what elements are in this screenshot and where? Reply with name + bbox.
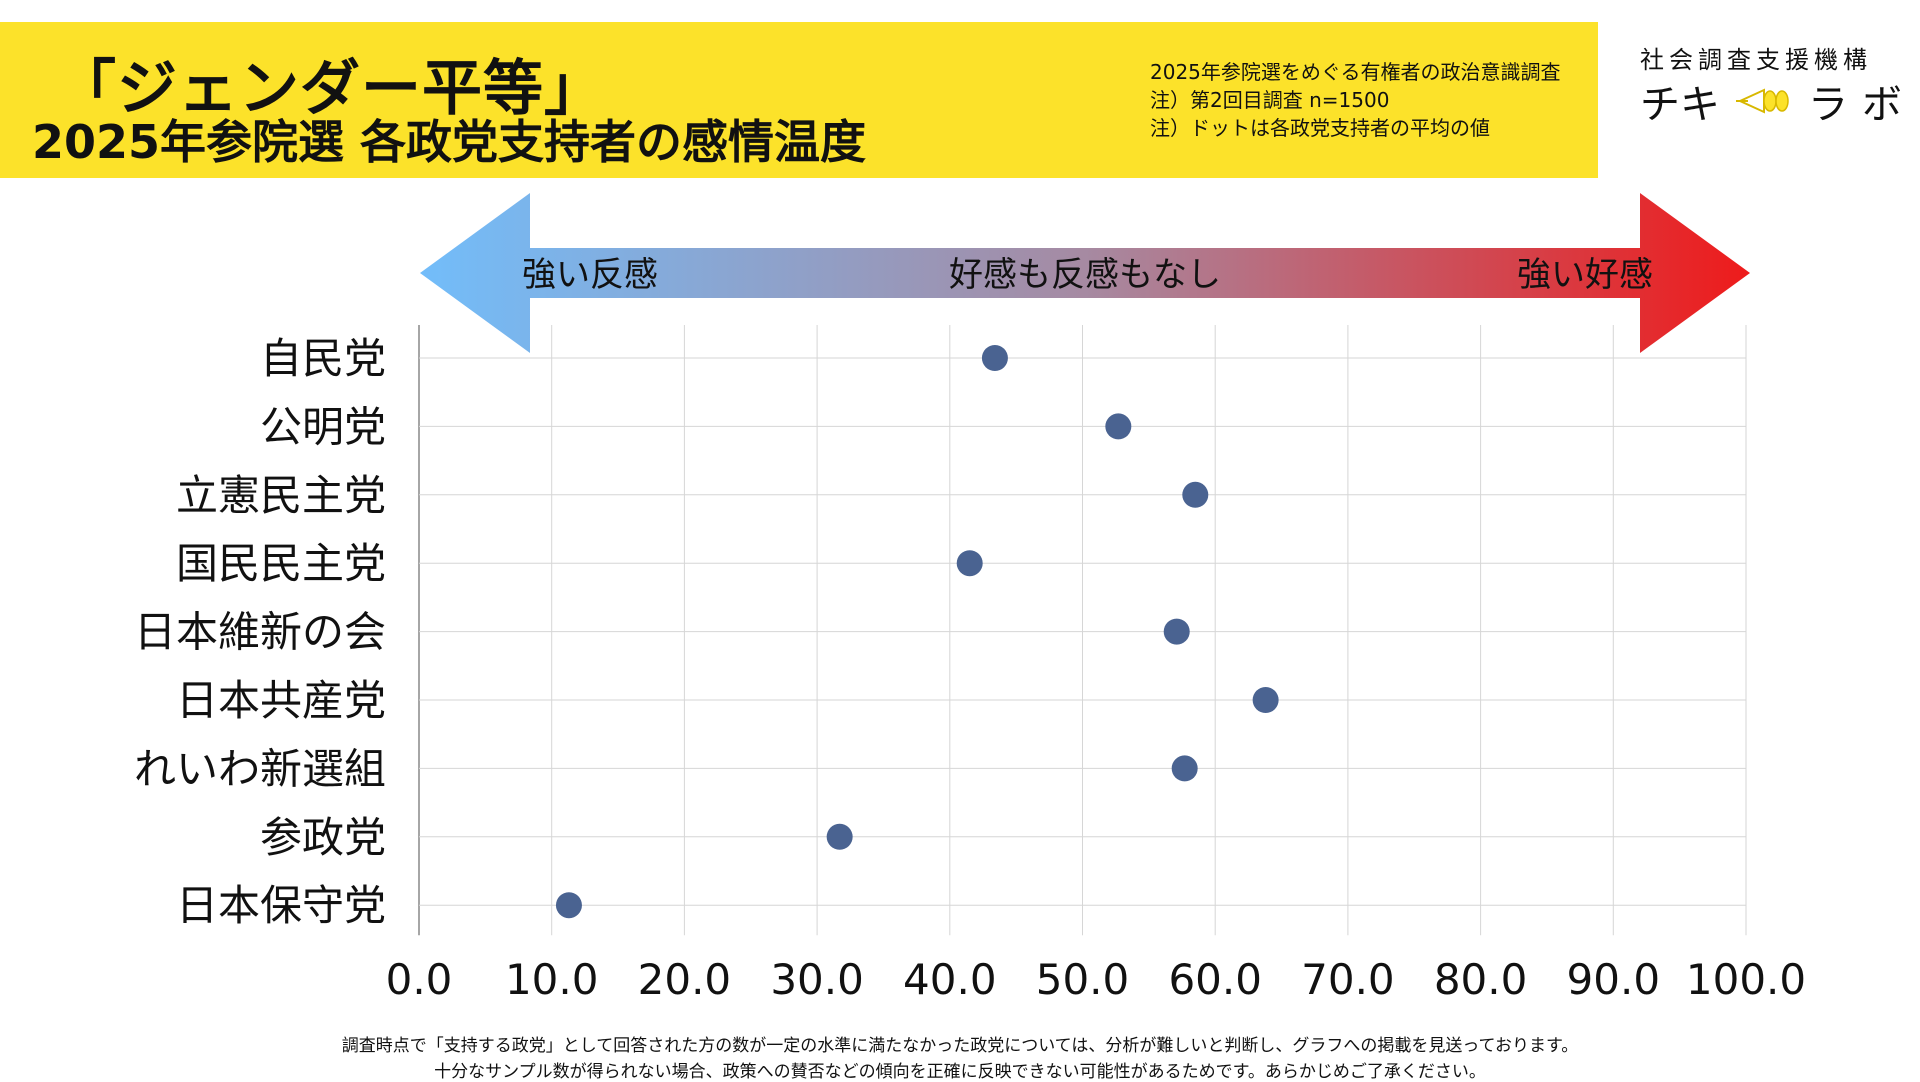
footer-note-line: 十分なサンプル数が得られない場合、政策への賛否などの傾向を正確に反映できない可能… <box>434 1062 1486 1082</box>
survey-note: 注）第2回目調査 n=1500 <box>1150 88 1390 112</box>
megaphone-icon <box>1736 88 1789 114</box>
category-label: れいわ新選組 <box>134 744 386 793</box>
x-tick-label: 50.0 <box>1036 955 1130 1004</box>
x-tick-label: 70.0 <box>1301 955 1395 1004</box>
data-point <box>956 550 983 577</box>
sentiment-scale-arrow <box>420 193 1750 353</box>
data-point <box>1163 618 1190 645</box>
header-band <box>0 22 1598 178</box>
x-tick-label: 20.0 <box>638 955 732 1004</box>
category-label: 公明党 <box>260 402 386 451</box>
scale-label-negative: 強い反感 <box>522 255 658 295</box>
category-label: 日本保守党 <box>176 881 386 930</box>
category-label: 立憲民主党 <box>176 471 386 520</box>
survey-notes: 2025年参院選をめぐる有権者の政治意識調査 注）第2回目調査 n=1500 注… <box>1150 58 1561 142</box>
category-label: 自民党 <box>260 334 386 383</box>
data-point <box>981 345 1008 371</box>
brand-text-left: チキ <box>1640 82 1720 128</box>
x-tick-label: 100.0 <box>1686 955 1806 1004</box>
data-point <box>826 823 853 850</box>
x-tick-label: 60.0 <box>1168 955 1262 1004</box>
org-name: 社会調査支援機構 <box>1640 46 1872 74</box>
category-label: 国民民主党 <box>176 539 386 588</box>
footer-note-line: 調査時点で「支持する政党」として回答された方の数が一定の水準に満たなかった政党に… <box>341 1036 1579 1056</box>
x-tick-label: 40.0 <box>903 955 997 1004</box>
chart-subtitle: 2025年参院選 各政党支持者の感情温度 <box>32 115 867 169</box>
data-point <box>1182 481 1209 508</box>
data-point <box>555 892 582 919</box>
data-point <box>1171 755 1198 782</box>
brand-logo: チキ ラボ <box>1640 72 1916 130</box>
x-tick-label: 10.0 <box>505 955 599 1004</box>
x-tick-label: 90.0 <box>1567 955 1661 1004</box>
data-point <box>1252 687 1279 713</box>
x-tick-label: 0.0 <box>386 955 453 1004</box>
scale-label-neutral: 好感も反感もなし <box>949 255 1221 295</box>
category-label: 日本共産党 <box>176 676 386 725</box>
data-point <box>1105 413 1132 440</box>
category-label: 日本維新の会 <box>134 608 386 657</box>
survey-note: 2025年参院選をめぐる有権者の政治意識調査 <box>1150 60 1561 84</box>
brand-text-right: ラボ <box>1808 82 1916 128</box>
x-tick-label: 80.0 <box>1434 955 1528 1004</box>
scale-label-positive: 強い好感 <box>1517 255 1653 295</box>
survey-note: 注）ドットは各政党支持者の平均の値 <box>1150 116 1490 140</box>
x-tick-label: 30.0 <box>770 955 864 1004</box>
category-label: 参政党 <box>260 813 386 862</box>
chart-title: 「ジェンダー平等」 <box>56 54 605 124</box>
